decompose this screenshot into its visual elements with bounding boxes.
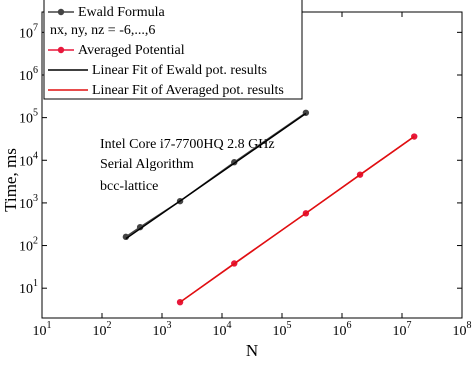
x-tick-label: 108 bbox=[453, 320, 472, 339]
series-line bbox=[179, 135, 415, 303]
x-tick-label: 102 bbox=[93, 320, 112, 339]
x-tick-label: 103 bbox=[153, 320, 172, 339]
legend-label: Ewald Formula bbox=[78, 5, 165, 20]
legend-label: Averaged Potential bbox=[78, 43, 185, 58]
annotation: Intel Core i7-7700HQ 2.8 GHz bbox=[100, 137, 275, 152]
x-axis-label: N bbox=[246, 341, 258, 360]
series-line bbox=[125, 112, 307, 240]
y-tick-label: 104 bbox=[19, 151, 38, 170]
legend-label: Linear Fit of Ewald pot. results bbox=[92, 63, 267, 78]
x-tick-label: 105 bbox=[273, 320, 292, 339]
x-tick-label: 104 bbox=[213, 320, 232, 339]
x-tick-label: 106 bbox=[333, 320, 352, 339]
y-tick-label: 101 bbox=[19, 278, 38, 297]
legend-marker bbox=[57, 8, 65, 16]
legend-note: nx, ny, nz = -6,...,6 bbox=[50, 23, 155, 38]
y-tick-label: 105 bbox=[19, 108, 38, 127]
x-tick-label: 107 bbox=[393, 320, 412, 339]
y-axis-label: Time, ms bbox=[1, 148, 20, 212]
data-point bbox=[136, 223, 144, 231]
y-tick-label: 102 bbox=[19, 236, 38, 255]
annotation: Serial Algorithm bbox=[100, 157, 194, 172]
legend-box bbox=[43, 0, 303, 100]
x-tick-label: 101 bbox=[33, 320, 52, 339]
legend-label: Linear Fit of Averaged pot. results bbox=[92, 83, 284, 98]
annotation: bcc-lattice bbox=[100, 179, 158, 194]
legend: Ewald Formula Averaged Potential Linear Fi… bbox=[43, 0, 303, 100]
y-tick-label: 106 bbox=[19, 65, 38, 84]
legend-marker bbox=[57, 46, 65, 54]
y-tick-label: 107 bbox=[19, 23, 38, 42]
y-tick-label: 103 bbox=[19, 193, 38, 212]
